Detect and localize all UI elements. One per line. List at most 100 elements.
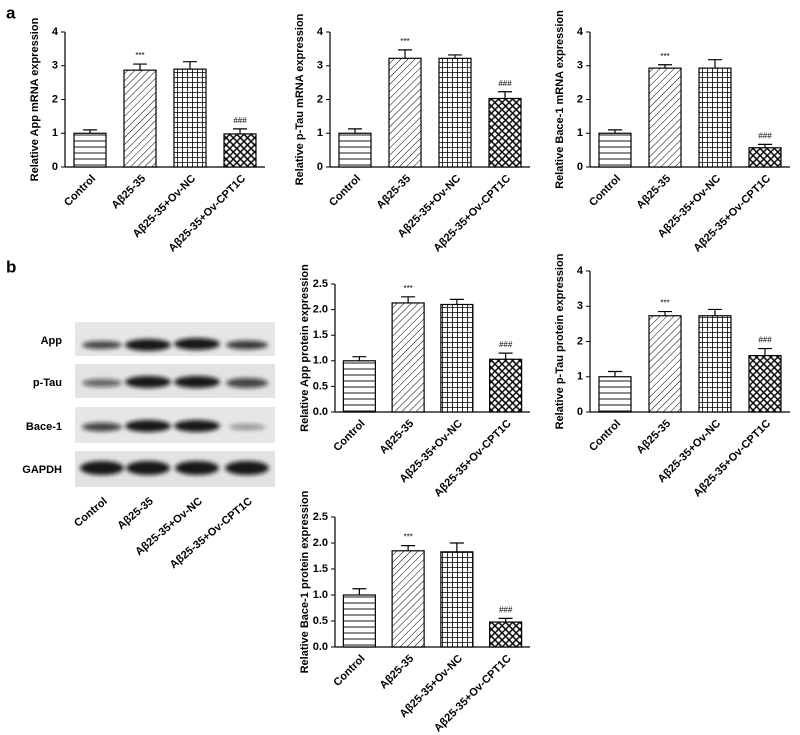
- y-tick-label: 0: [577, 406, 583, 418]
- y-tick-label: 0: [317, 161, 323, 173]
- error-bar: [398, 49, 412, 59]
- error-bar: [708, 59, 722, 69]
- bar: [698, 67, 732, 168]
- bar: [748, 355, 782, 413]
- significance-label: ***: [400, 37, 409, 46]
- panel-label: b: [6, 257, 16, 276]
- y-axis-label: Relative p-Tau protein expression: [554, 253, 566, 429]
- error-bar: [498, 617, 513, 623]
- error-bar: [448, 54, 462, 59]
- y-tick-label: 4: [577, 26, 584, 38]
- x-tick-label: Aβ25-35: [634, 418, 673, 457]
- error-bar: [348, 128, 362, 134]
- x-tick-label: Control: [327, 173, 363, 209]
- y-tick-label: 3: [577, 300, 583, 312]
- bar: [173, 68, 207, 168]
- significance-label: ###: [499, 606, 513, 615]
- blot-row-label: GAPDH: [22, 464, 62, 476]
- error-bar: [401, 545, 416, 551]
- bar: [648, 315, 682, 413]
- bar: [438, 57, 472, 168]
- y-tick-label: 1: [317, 127, 323, 139]
- blot-category: Aβ25-35: [115, 495, 155, 532]
- blot-row-label: App: [41, 335, 63, 347]
- bar: [748, 147, 782, 168]
- y-tick-label: 2: [577, 93, 583, 105]
- y-tick-label: 2: [52, 93, 58, 105]
- bar: [338, 132, 372, 168]
- significance-label: ###: [233, 116, 247, 125]
- error-bar: [449, 542, 464, 552]
- significance-label: ###: [758, 131, 772, 140]
- blot: [75, 322, 275, 487]
- y-tick-label: 0.5: [313, 380, 328, 392]
- blot-row-label: p-Tau: [33, 377, 62, 389]
- bar: [73, 132, 107, 168]
- x-tick-label: Control: [587, 173, 623, 209]
- y-tick-label: 4: [317, 26, 324, 38]
- bar: [440, 303, 474, 413]
- y-tick-label: 2.0: [313, 304, 328, 316]
- panel-label: a: [6, 3, 16, 22]
- error-bar: [401, 296, 416, 303]
- y-tick-label: 4: [52, 26, 59, 38]
- significance-label: ***: [660, 52, 669, 61]
- bar: [223, 133, 257, 168]
- y-tick-label: 1: [577, 371, 583, 383]
- y-tick-label: 1.0: [313, 589, 328, 601]
- y-tick-label: 1.0: [313, 355, 328, 367]
- bar: [342, 360, 376, 413]
- error-bar: [83, 129, 97, 134]
- significance-label: ***: [403, 284, 412, 293]
- significance-label: ###: [498, 79, 512, 88]
- x-tick-label: Aβ25-35: [374, 173, 413, 212]
- y-tick-label: 1.5: [313, 329, 328, 341]
- x-tick-label: Control: [331, 418, 367, 454]
- x-tick-label: Aβ25-35: [378, 418, 417, 457]
- significance-label: ***: [403, 533, 412, 542]
- error-bar: [758, 347, 772, 356]
- error-bar: [352, 588, 367, 595]
- significance-label: ***: [135, 51, 144, 60]
- significance-label: ###: [758, 336, 772, 345]
- y-tick-label: 1.5: [313, 563, 328, 575]
- bar: [388, 57, 422, 168]
- error-bar: [758, 143, 772, 148]
- error-bar: [608, 370, 622, 377]
- error-bar: [352, 356, 367, 361]
- error-bar: [498, 352, 513, 360]
- y-tick-label: 1: [52, 127, 58, 139]
- bar: [489, 621, 523, 648]
- y-tick-label: 3: [577, 60, 583, 72]
- y-tick-label: 0.0: [313, 406, 328, 418]
- significance-label: ###: [499, 340, 513, 349]
- y-axis-label: Relative p-Tau mRNA expression: [294, 13, 306, 185]
- y-tick-label: 0.5: [313, 615, 328, 627]
- y-tick-label: 3: [52, 60, 58, 72]
- bar: [598, 132, 632, 168]
- bar: [698, 315, 732, 413]
- bar: [489, 358, 523, 413]
- blot-category: Control: [72, 495, 110, 529]
- y-tick-label: 0: [52, 161, 58, 173]
- error-bar: [658, 64, 672, 69]
- y-tick-label: 2.5: [313, 511, 328, 523]
- y-tick-label: 2.0: [313, 537, 328, 549]
- error-bar: [183, 61, 197, 70]
- y-tick-label: 4: [577, 265, 584, 277]
- y-axis-label: Relative App mRNA expression: [29, 17, 41, 181]
- bar: [648, 67, 682, 168]
- bar: [598, 376, 632, 413]
- x-tick-label: Control: [62, 173, 98, 209]
- y-tick-label: 2: [317, 93, 323, 105]
- error-bar: [133, 63, 147, 71]
- error-bar: [449, 298, 464, 305]
- error-bar: [233, 128, 247, 134]
- y-axis-label: Relative Bace-1 protein expression: [299, 490, 311, 673]
- error-bar: [658, 310, 672, 316]
- y-tick-label: 0.0: [313, 641, 328, 653]
- bar: [123, 69, 157, 168]
- blot-category: Aβ25-35+Ov-CPT1C: [168, 495, 255, 571]
- y-tick-label: 1: [577, 127, 583, 139]
